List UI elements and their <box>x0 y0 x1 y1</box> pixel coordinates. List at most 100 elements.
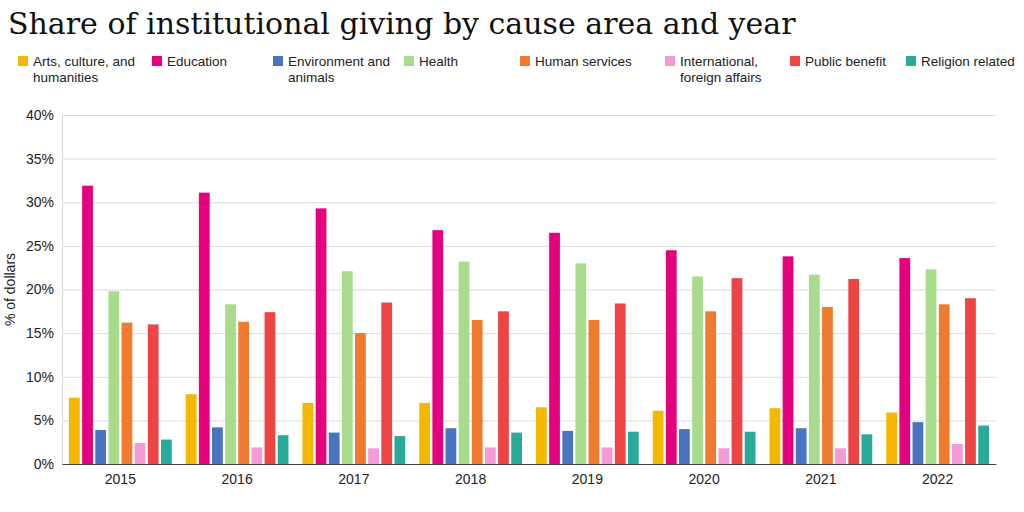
bar <box>355 333 366 464</box>
grid-line <box>62 159 996 160</box>
y-axis: 0%5%10%15%20%25%30%35%40% <box>26 107 996 472</box>
legend-item: International,foreign affairs <box>665 54 762 85</box>
y-tick-label: 30% <box>26 194 54 210</box>
bar <box>95 430 106 464</box>
bar <box>899 258 910 464</box>
bar <box>278 435 289 464</box>
bars <box>69 186 989 464</box>
bar <box>381 303 392 464</box>
legend-label-line: Health <box>419 54 458 69</box>
bar <box>498 311 509 464</box>
legend-item: Religion related <box>906 54 1015 69</box>
x-tick-label: 2020 <box>689 471 720 487</box>
legend-label: International,foreign affairs <box>680 54 762 85</box>
grid-line <box>62 464 996 465</box>
legend-label-line: Religion related <box>921 54 1015 69</box>
bar <box>589 320 600 464</box>
bar <box>886 413 897 464</box>
bar <box>394 436 405 464</box>
y-tick: 25% <box>26 238 996 254</box>
legend-label: Public benefit <box>805 54 886 69</box>
legend-swatch <box>520 56 530 66</box>
bar <box>122 323 133 464</box>
bar <box>265 312 276 464</box>
bar <box>913 422 924 464</box>
bar <box>952 444 963 464</box>
x-axis-line <box>63 464 997 465</box>
y-tick-label: 35% <box>26 151 54 167</box>
x-tick-label: 2021 <box>805 471 836 487</box>
series <box>82 186 910 464</box>
y-axis-line <box>63 116 997 465</box>
bar <box>628 432 639 464</box>
bar <box>822 307 833 464</box>
legend-swatch <box>906 56 916 66</box>
y-tick-label: 40% <box>26 107 54 123</box>
bar <box>861 434 872 464</box>
bar <box>342 271 353 464</box>
legend-item: Public benefit <box>790 54 886 69</box>
plot: 0%5%10%15%20%25%30%35%40%201520162017201… <box>26 107 997 487</box>
bar <box>615 303 626 464</box>
legend-label-line: Public benefit <box>805 54 886 69</box>
legend-swatch <box>18 56 28 66</box>
series <box>148 278 976 464</box>
legend-label: Education <box>167 54 227 69</box>
chart: Share of institutional giving by cause a… <box>0 0 1024 512</box>
legend-label-line: foreign affairs <box>680 70 762 85</box>
x-tick-label: 2015 <box>105 471 136 487</box>
bar <box>329 433 340 464</box>
x-tick: 2017 <box>338 464 369 487</box>
legend-label-line: Education <box>167 54 227 69</box>
bar <box>679 429 690 464</box>
bar <box>212 427 223 464</box>
legend-swatch <box>665 56 675 66</box>
bar <box>135 443 146 464</box>
series <box>135 443 963 464</box>
legend-swatch <box>152 56 162 66</box>
legend-label-line: International, <box>680 54 758 69</box>
bar <box>419 403 430 464</box>
series <box>69 394 897 464</box>
legend-label-line: Environment and <box>288 54 390 69</box>
bar <box>472 320 483 464</box>
bar <box>446 428 457 464</box>
bar <box>549 233 560 464</box>
legend-item: Health <box>404 54 458 69</box>
y-tick-label: 10% <box>26 369 54 385</box>
series <box>122 304 950 464</box>
x-tick-label: 2016 <box>222 471 253 487</box>
x-tick: 2015 <box>105 464 136 487</box>
bar <box>368 448 379 464</box>
bar <box>148 324 159 464</box>
x-tick: 2020 <box>689 464 720 487</box>
bar <box>718 448 729 464</box>
bar <box>602 447 613 464</box>
legend-label-line: humanities <box>33 70 99 85</box>
legend-item: Environment andanimals <box>273 54 390 85</box>
y-tick-label: 25% <box>26 238 54 254</box>
bar <box>926 269 937 464</box>
series <box>161 426 989 464</box>
bar <box>653 411 664 464</box>
bar <box>965 298 976 464</box>
bar <box>745 432 756 464</box>
bar <box>939 304 950 464</box>
y-tick-label: 20% <box>26 281 54 297</box>
bar <box>225 304 236 464</box>
bar <box>199 193 210 464</box>
bar <box>809 275 820 464</box>
title: Share of institutional giving by cause a… <box>8 6 796 41</box>
bar <box>796 428 807 464</box>
bar <box>303 403 314 464</box>
bar <box>511 433 522 464</box>
legend-swatch <box>273 56 283 66</box>
x-tick-label: 2022 <box>922 471 953 487</box>
legend-swatch <box>790 56 800 66</box>
legend-item: Human services <box>520 54 632 69</box>
bar <box>251 447 262 464</box>
x-tick-label: 2018 <box>455 471 486 487</box>
legend-label: Environment andanimals <box>288 54 390 85</box>
series <box>108 262 936 464</box>
bar <box>666 250 677 464</box>
